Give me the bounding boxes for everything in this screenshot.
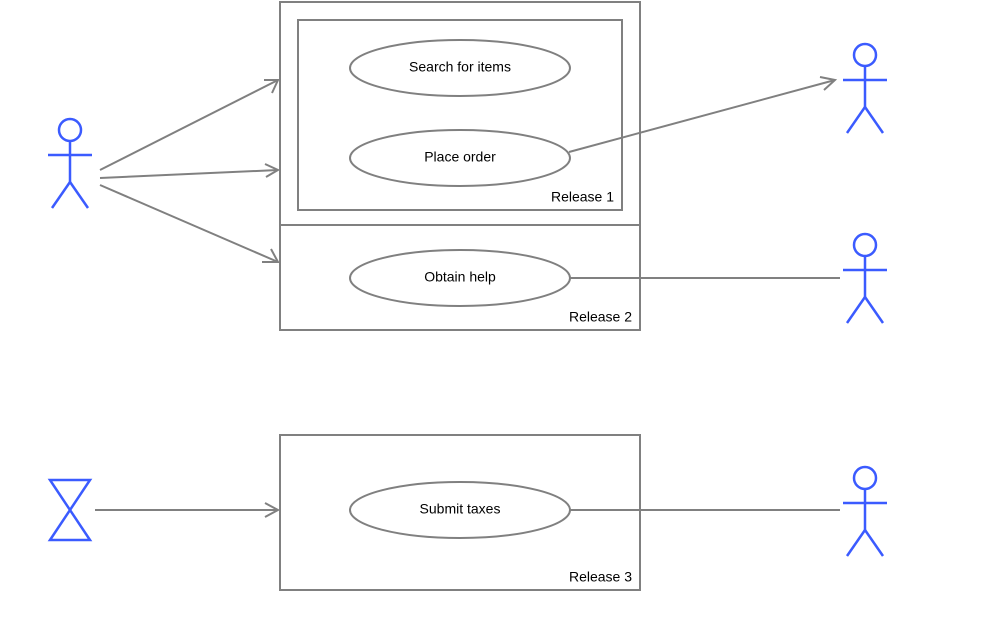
- release2-label: Release 2: [569, 309, 632, 325]
- usecase-search-label: Search for items: [409, 59, 511, 75]
- usecase-submit-taxes-label: Submit taxes: [420, 501, 501, 517]
- actor-top-right: [843, 44, 887, 133]
- actor-left: [48, 119, 92, 208]
- release1-label: Release 1: [551, 189, 614, 205]
- usecase-place-order-label: Place order: [424, 149, 496, 165]
- release3-label: Release 3: [569, 569, 632, 585]
- actor-mid-right: [843, 234, 887, 323]
- actor-bottom-right: [843, 467, 887, 556]
- actor-timer-icon: [50, 480, 90, 540]
- usecase-obtain-help-label: Obtain help: [424, 269, 496, 285]
